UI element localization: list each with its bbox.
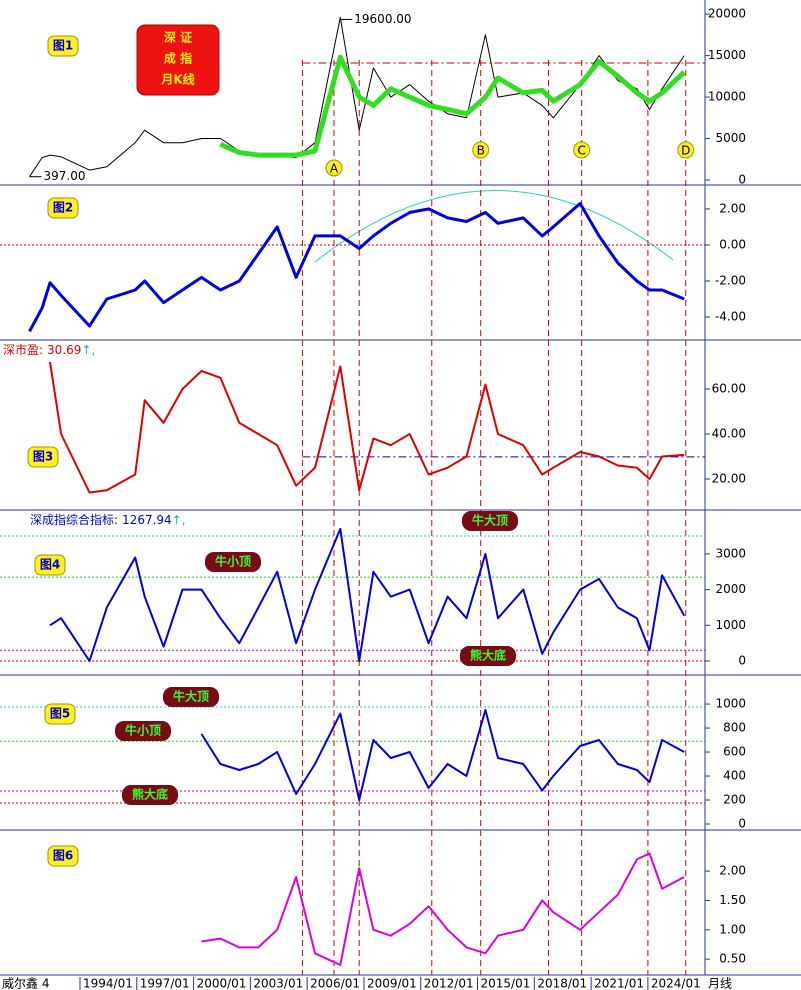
panel-label-box (27, 446, 59, 468)
y-tick-label: 0 (738, 817, 746, 831)
zone-label: 熊大底 (470, 648, 506, 663)
y-tick-label: 2.00 (719, 864, 746, 878)
y-tick-label: 3000 (715, 546, 746, 560)
legend-name: 深市盈: (3, 342, 43, 357)
point-label: A (330, 162, 339, 176)
y-tick-label: 0.50 (719, 952, 746, 966)
title-line: 深 证 (164, 30, 192, 45)
y-tick-label: 2000 (715, 582, 746, 596)
footer-right: 月线 (708, 977, 732, 990)
series-line (200, 709, 685, 801)
y-tick-label: 1.50 (719, 893, 746, 907)
panel-label-box (44, 703, 76, 725)
legend-name: 深成指综合指标: (30, 512, 118, 527)
legend-value: 30.69 (47, 343, 81, 357)
x-tick-label: 2015/01 (481, 977, 531, 990)
zone-badge (460, 646, 516, 666)
y-tick-label: -4.00 (715, 309, 746, 323)
y-tick-label: 20000 (708, 7, 746, 21)
title-box (136, 24, 220, 96)
y-tick-label: 20.00 (712, 471, 746, 485)
series-line (219, 54, 686, 158)
panel-label-box (34, 554, 66, 576)
y-tick-label: 200 (723, 793, 746, 807)
annotation-label: 19600.00 (354, 12, 411, 26)
point-label: C (577, 144, 585, 158)
annotation-label: 397.00 (44, 169, 86, 183)
legend-text: 深成指综合指标: 1267.94↑, (30, 512, 186, 527)
y-tick-label: 10000 (708, 90, 746, 104)
x-tick-label: 2021/01 (594, 977, 644, 990)
zone-label: 牛小顶 (215, 554, 251, 569)
x-tick-label: 2018/01 (537, 977, 587, 990)
y-tick-label: 400 (723, 769, 746, 783)
x-tick-label: 1994/01 (83, 977, 133, 990)
x-tick-label: 2012/01 (424, 977, 474, 990)
series-line (49, 361, 685, 494)
legend-suffix: ↑, (172, 513, 186, 527)
panel-label: 图1 (53, 39, 73, 53)
panel-label-box (47, 35, 79, 57)
x-tick-label: 2006/01 (310, 977, 360, 990)
zone-label: 牛大顶 (173, 689, 209, 704)
y-tick-label: 1000 (715, 618, 746, 632)
zone-badge (122, 785, 178, 805)
panel-label: 图3 (33, 450, 53, 464)
x-tick-label: 1997/01 (140, 977, 190, 990)
x-tick-label: 2009/01 (367, 977, 417, 990)
panel-label: 图2 (53, 201, 73, 215)
legend-suffix: ↑, (81, 343, 95, 357)
zone-badge (115, 721, 171, 741)
legend-text: 深市盈: 30.69↑, (3, 342, 95, 357)
series-line (49, 527, 686, 662)
point-label: B (477, 144, 485, 158)
legend-value: 1267.94 (122, 513, 172, 527)
point-marker (325, 159, 343, 177)
y-tick-label: 600 (723, 745, 746, 759)
title-line: 成 指 (164, 51, 192, 66)
zone-label: 熊大底 (132, 787, 168, 802)
y-tick-label: 1000 (715, 697, 746, 711)
zone-badge (205, 552, 261, 572)
y-tick-label: 0.00 (719, 237, 746, 251)
zone-label: 牛小顶 (125, 723, 161, 738)
y-tick-label: 2.00 (719, 201, 746, 215)
panel-label-box (47, 197, 79, 219)
y-tick-label: 0 (738, 654, 746, 668)
y-tick-label: -2.00 (715, 273, 746, 287)
y-tick-label: 0 (738, 173, 746, 187)
point-marker (472, 141, 490, 159)
x-tick-label: 2003/01 (253, 977, 303, 990)
point-label: D (681, 144, 690, 158)
point-marker (573, 141, 591, 159)
series-line (28, 202, 685, 333)
zone-badge (163, 687, 219, 707)
y-tick-label: 1.00 (719, 922, 746, 936)
point-marker (677, 141, 695, 159)
panel-label: 图5 (50, 707, 70, 721)
x-tick-label: 2024/01 (651, 977, 701, 990)
zone-label: 牛大顶 (472, 513, 508, 528)
zone-badge (462, 511, 518, 531)
y-tick-label: 60.00 (712, 382, 746, 396)
y-tick-label: 5000 (715, 131, 746, 145)
title-line: 月K线 (160, 72, 194, 87)
series-line (201, 852, 685, 966)
trend-arc (314, 190, 674, 263)
y-tick-label: 800 (723, 721, 746, 735)
y-tick-label: 40.00 (712, 426, 746, 440)
panel-label: 图6 (53, 849, 73, 863)
footer-left: 威尔鑫 4 (2, 976, 49, 990)
y-tick-label: 15000 (708, 48, 746, 62)
panel-label-box (47, 845, 79, 867)
panel-label: 图4 (40, 558, 60, 572)
x-tick-label: 2000/01 (197, 977, 247, 990)
